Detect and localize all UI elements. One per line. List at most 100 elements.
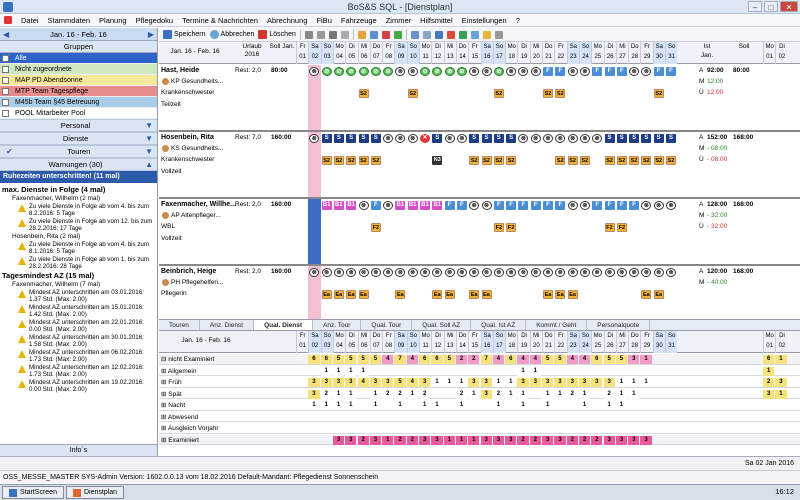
day-header[interactable]: So 03 [320,42,333,64]
shift-mark[interactable]: S2 [493,89,504,98]
star-icon[interactable] [482,30,491,39]
warning-item[interactable]: Zu viele Dienste in Folge ab vom 12. bis… [2,218,155,232]
shift-mark[interactable]: S [604,134,615,143]
day-header[interactable]: Di 26 [603,42,616,64]
shift-mark[interactable]: Ea [321,290,332,299]
shift-mark[interactable]: S [358,134,369,143]
shift-mark[interactable]: ⊘ [358,67,369,76]
shift-mark[interactable]: ⊗ [579,134,590,143]
shift-mark[interactable]: S2 [469,156,480,165]
shift-mark[interactable]: S [653,134,664,143]
day-header[interactable]: Mo 04 [332,331,345,353]
employee-row[interactable]: Hast, Heide KP Gesundheits... Krankenschwe… [159,65,800,132]
menu-item-8[interactable]: Zimmer [385,15,412,25]
day-header[interactable]: Fr 15 [468,331,480,353]
shift-mark[interactable]: ⊘ [493,67,504,76]
app-menu-icon[interactable] [4,16,12,24]
remove-icon[interactable] [446,30,455,39]
shift-mark[interactable]: S2 [641,156,652,165]
day-header[interactable]: Di 02 [775,331,787,353]
warning-item[interactable]: Mindest AZ unterschritten am 12.02.2016:… [2,364,155,378]
shift-mark[interactable]: ⊗ [641,67,652,76]
shift-mark[interactable]: ⊗ [592,134,603,143]
shift-mark[interactable]: ⊗ [321,268,332,277]
day-header[interactable]: Sa 02 [308,42,321,64]
menu-item-6[interactable]: FiBu [316,15,332,25]
day-header[interactable]: So 31 [665,42,678,64]
personal-section[interactable]: Personal ▼ [0,119,157,132]
shift-mark[interactable]: ⊗ [530,268,541,277]
shift-mark[interactable]: ⊗ [481,268,492,277]
dienste-section[interactable]: Dienste ▼ [0,132,157,145]
day-header[interactable]: Do 14 [455,42,468,64]
shift-mark[interactable]: ⊘ [321,67,332,76]
shift-mark[interactable]: ⊗ [309,67,320,76]
shift-mark[interactable]: ⊗ [666,201,676,210]
shift-mark[interactable]: F [592,67,603,76]
day-header[interactable]: Fr 29 [640,42,652,64]
menu-item-4[interactable]: Termine & Nachrichten [182,15,258,25]
shift-mark[interactable]: ⊗ [456,268,467,277]
shift-mark[interactable]: S2 [616,156,627,165]
group-checkbox[interactable] [2,98,9,106]
shift-mark[interactable]: ⊗ [481,67,492,76]
shift-mark[interactable]: ✕ [420,134,430,143]
shift-mark[interactable]: S [666,134,676,143]
day-header[interactable]: Do 07 [369,42,382,64]
shift-mark[interactable]: ⊗ [567,67,578,76]
day-header[interactable]: So 31 [665,331,678,353]
shift-mark[interactable]: B1 [346,201,357,210]
quality-row[interactable]: ⊞ Abwesend [159,412,800,422]
menu-item-0[interactable]: Datei [21,15,39,25]
shift-mark[interactable]: Ea [481,290,492,299]
chevron-up-icon[interactable]: ▲ [145,160,153,169]
shift-mark[interactable]: Ea [444,290,455,299]
day-header[interactable]: So 10 [406,331,419,353]
day-header[interactable]: Di 02 [775,42,787,64]
minimize-button[interactable]: – [748,1,762,12]
shift-mark[interactable]: ⊘ [383,67,394,76]
shift-mark[interactable]: ⊗ [383,134,394,143]
day-header[interactable]: So 17 [492,42,506,64]
shift-mark[interactable]: ⊘ [432,67,443,76]
shift-mark[interactable]: ⊗ [567,268,578,277]
shift-mark[interactable]: ⊗ [579,201,590,210]
shift-mark[interactable]: ⊗ [370,268,381,277]
shift-mark[interactable]: ⊗ [506,67,517,76]
chevron-down-icon[interactable]: ▼ [145,147,153,156]
shift-mark[interactable]: ⊗ [444,134,455,143]
day-header[interactable]: Sa 16 [480,331,493,353]
shift-mark[interactable]: F [506,201,517,210]
shift-mark[interactable]: ⊘ [333,67,344,76]
day-header[interactable]: Do 14 [455,331,468,353]
tab-7[interactable]: Kommt / Geht [526,320,588,330]
group-item[interactable]: MTP Team Tagespflege [0,86,157,97]
shift-mark[interactable]: Ea [555,290,566,299]
taskbar-app-dienstplan[interactable]: Dienstplan [65,486,125,499]
ruhezeiten-warning[interactable]: Ruhezeiten unterschritten! (11 mal) [0,171,157,183]
warning-item[interactable]: Mindest AZ unterschritten am 06.02.2016:… [2,349,155,363]
shift-mark[interactable]: B1 [407,201,418,210]
shift-mark[interactable]: ⊗ [518,134,529,143]
shift-mark[interactable]: F [543,67,553,76]
day-header[interactable]: Sa 09 [394,331,407,353]
shift-mark[interactable]: ⊗ [592,268,603,277]
shift-mark[interactable]: ⊗ [469,268,480,277]
day-header[interactable]: Mi 27 [615,42,628,64]
shift-mark[interactable]: ⊘ [346,67,357,76]
shift-mark[interactable]: ⊗ [432,268,443,277]
shift-mark[interactable]: Ea [653,290,664,299]
warning-item[interactable]: Zu viele Dienste in Folge ab vom 1. bis … [2,256,155,270]
shift-mark[interactable]: Ea [395,290,406,299]
quality-row-label[interactable]: ⊞ Früh [161,379,182,386]
group-checkbox[interactable] [2,65,9,73]
shift-mark[interactable]: F [616,201,627,210]
shift-mark[interactable]: ⊗ [641,268,652,277]
shift-mark[interactable]: S2 [567,156,578,165]
day-header[interactable]: Di 19 [517,331,529,353]
maximize-button[interactable]: □ [764,1,778,12]
shift-mark[interactable]: ⊗ [444,268,455,277]
shift-mark[interactable]: B1 [333,201,344,210]
shift-mark[interactable]: S2 [358,89,369,98]
shift-mark[interactable]: Ea [641,290,652,299]
